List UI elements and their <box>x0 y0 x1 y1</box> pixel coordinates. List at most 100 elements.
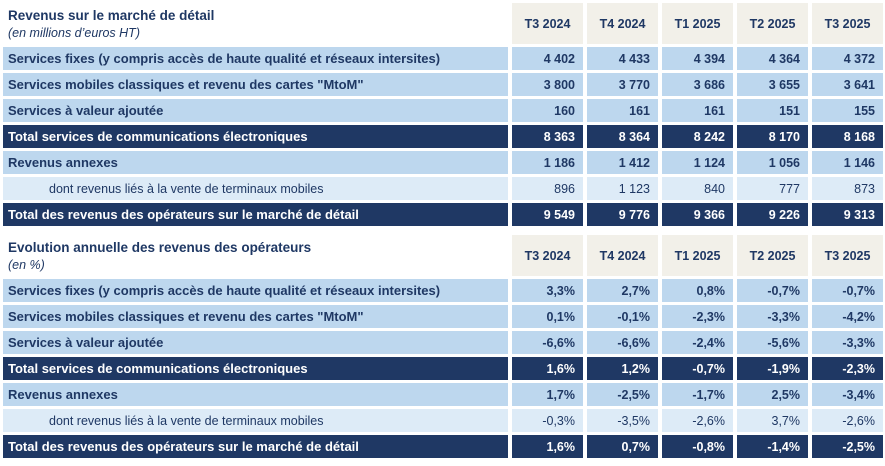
row-label-total-services-com: Total services de communications électro… <box>3 125 508 148</box>
cell-value: 0,1% <box>512 305 583 328</box>
row-label-services-mobiles: Services mobiles classiques et revenu de… <box>3 73 508 96</box>
cell-value: 4 394 <box>662 47 733 70</box>
cell-value: 8 168 <box>812 125 883 148</box>
cell-value: 777 <box>737 177 808 200</box>
cell-value: -3,3% <box>812 331 883 354</box>
cell-value: 0,7% <box>587 435 658 458</box>
cell-value: 161 <box>587 99 658 122</box>
table-title: Evolution annuelle des revenus des opéra… <box>8 239 312 255</box>
column-header-t3-2024: T3 2024 <box>512 235 583 276</box>
cell-value: -6,6% <box>512 331 583 354</box>
cell-value: 4 372 <box>812 47 883 70</box>
cell-value: -0,7% <box>737 279 808 302</box>
cell-value: -0,7% <box>812 279 883 302</box>
cell-value: -3,4% <box>812 383 883 406</box>
cell-value: -1,7% <box>662 383 733 406</box>
column-header-t3-2024: T3 2024 <box>512 3 583 44</box>
cell-value: -0,8% <box>662 435 733 458</box>
cell-value: 1 146 <box>812 151 883 174</box>
cell-value: 3 655 <box>737 73 808 96</box>
revenue-table-header-block: Revenus sur le marché de détail (en mill… <box>3 3 508 44</box>
cell-value: 3 800 <box>512 73 583 96</box>
row-label-services-fixes: Services fixes (y compris accès de haute… <box>3 279 508 302</box>
cell-value: 161 <box>662 99 733 122</box>
cell-value: 8 170 <box>737 125 808 148</box>
cell-value: -1,9% <box>737 357 808 380</box>
cell-value: -0,3% <box>512 409 583 432</box>
cell-value: 1 123 <box>587 177 658 200</box>
cell-value: -2,5% <box>587 383 658 406</box>
row-label-dont-terminaux-mobiles: dont revenus liés à la vente de terminau… <box>3 409 508 432</box>
row-label-total-services-com: Total services de communications électro… <box>3 357 508 380</box>
row-label-total-revenus-detail: Total des revenus des opérateurs sur le … <box>3 435 508 458</box>
row-label-services-valeur-ajoutee: Services à valeur ajoutée <box>3 99 508 122</box>
cell-value: 8 242 <box>662 125 733 148</box>
cell-value: 160 <box>512 99 583 122</box>
cell-value: 1 186 <box>512 151 583 174</box>
cell-value: -2,6% <box>662 409 733 432</box>
cell-value: 155 <box>812 99 883 122</box>
column-header-t3-2025: T3 2025 <box>812 235 883 276</box>
cell-value: 9 549 <box>512 203 583 226</box>
cell-value: -4,2% <box>812 305 883 328</box>
column-header-t1-2025: T1 2025 <box>662 235 733 276</box>
cell-value: 1 412 <box>587 151 658 174</box>
cell-value: 4 364 <box>737 47 808 70</box>
row-label-dont-terminaux-mobiles: dont revenus liés à la vente de terminau… <box>3 177 508 200</box>
cell-value: -2,5% <box>812 435 883 458</box>
cell-value: 3,3% <box>512 279 583 302</box>
cell-value: 151 <box>737 99 808 122</box>
cell-value: 2,5% <box>737 383 808 406</box>
cell-value: 4 433 <box>587 47 658 70</box>
column-header-t2-2025: T2 2025 <box>737 235 808 276</box>
cell-value: 1 124 <box>662 151 733 174</box>
cell-value: 873 <box>812 177 883 200</box>
cell-value: 1 056 <box>737 151 808 174</box>
cell-value: -2,4% <box>662 331 733 354</box>
cell-value: 2,7% <box>587 279 658 302</box>
cell-value: 896 <box>512 177 583 200</box>
column-header-t2-2025: T2 2025 <box>737 3 808 44</box>
cell-value: 3,7% <box>737 409 808 432</box>
cell-value: 0,8% <box>662 279 733 302</box>
cell-value: -0,1% <box>587 305 658 328</box>
cell-value: -2,3% <box>812 357 883 380</box>
cell-value: -2,6% <box>812 409 883 432</box>
evolution-table-header-block: Evolution annuelle des revenus des opéra… <box>3 235 508 276</box>
cell-value: 4 402 <box>512 47 583 70</box>
cell-value: 9 313 <box>812 203 883 226</box>
cell-value: 9 366 <box>662 203 733 226</box>
table-subtitle: (en %) <box>8 257 45 272</box>
row-label-total-revenus-detail: Total des revenus des opérateurs sur le … <box>3 203 508 226</box>
cell-value: 8 363 <box>512 125 583 148</box>
revenue-table: Revenus sur le marché de détail (en mill… <box>3 3 885 226</box>
cell-value: 1,7% <box>512 383 583 406</box>
cell-value: 1,2% <box>587 357 658 380</box>
row-label-services-fixes: Services fixes (y compris accès de haute… <box>3 47 508 70</box>
cell-value: -5,6% <box>737 331 808 354</box>
column-header-t1-2025: T1 2025 <box>662 3 733 44</box>
cell-value: 3 686 <box>662 73 733 96</box>
cell-value: -1,4% <box>737 435 808 458</box>
cell-value: 3 770 <box>587 73 658 96</box>
cell-value: -6,6% <box>587 331 658 354</box>
column-header-t4-2024: T4 2024 <box>587 3 658 44</box>
cell-value: 9 776 <box>587 203 658 226</box>
row-label-services-valeur-ajoutee: Services à valeur ajoutée <box>3 331 508 354</box>
row-label-services-mobiles: Services mobiles classiques et revenu de… <box>3 305 508 328</box>
cell-value: 9 226 <box>737 203 808 226</box>
cell-value: 8 364 <box>587 125 658 148</box>
cell-value: 3 641 <box>812 73 883 96</box>
table-title: Revenus sur le marché de détail <box>8 7 215 23</box>
cell-value: -3,3% <box>737 305 808 328</box>
cell-value: 840 <box>662 177 733 200</box>
cell-value: -2,3% <box>662 305 733 328</box>
column-header-t3-2025: T3 2025 <box>812 3 883 44</box>
row-label-revenus-annexes: Revenus annexes <box>3 151 508 174</box>
evolution-table: Evolution annuelle des revenus des opéra… <box>3 235 885 458</box>
cell-value: -0,7% <box>662 357 733 380</box>
cell-value: -3,5% <box>587 409 658 432</box>
cell-value: 1,6% <box>512 435 583 458</box>
row-label-revenus-annexes: Revenus annexes <box>3 383 508 406</box>
